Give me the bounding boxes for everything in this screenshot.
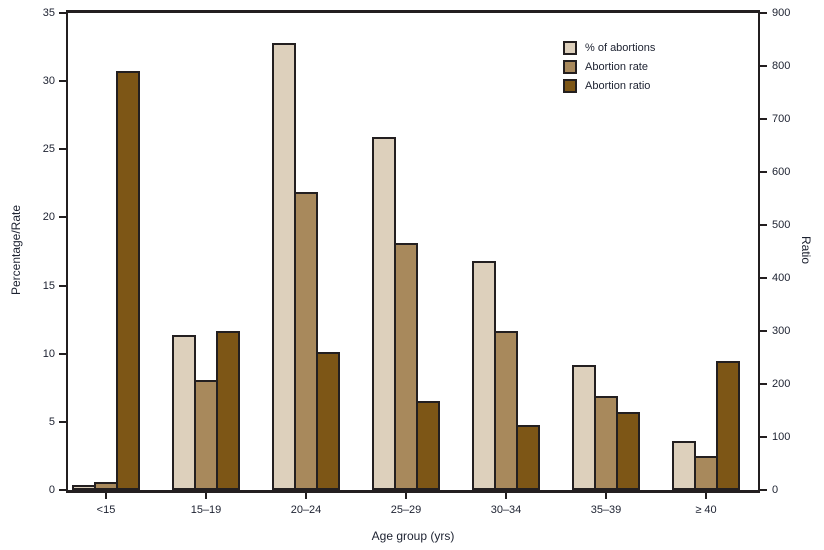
left-axis-tick-label-5: 5	[48, 415, 55, 428]
legend-swatch-abortion-rate	[563, 60, 577, 74]
right-axis-tick-label-200: 200	[772, 378, 791, 390]
right-axis-tick-label-900: 900	[772, 7, 791, 19]
left-axis-tick-5	[59, 420, 66, 423]
bar-of-abortions-20-24	[272, 43, 296, 490]
bar-of-abortions-35-39	[572, 365, 596, 490]
left-axis-tick-label-25: 25	[42, 143, 55, 156]
bar-of-abortions-15-19	[172, 335, 196, 490]
legend: % of abortions Abortion rate Abortion rati…	[563, 41, 655, 98]
left-axis-tick-label-0: 0	[48, 484, 55, 496]
bar-abortion-ratio-15-19	[216, 331, 240, 490]
right-axis-tick-label-700: 700	[772, 113, 791, 125]
right-axis-tick-300	[760, 330, 767, 332]
legend-item-abortion-rate: Abortion rate	[563, 60, 655, 74]
bar-abortion-rate-15	[94, 482, 118, 490]
left-axis-tick-label-30: 30	[42, 75, 55, 88]
bar-abortion-ratio-25-29	[416, 401, 440, 490]
right-axis-title: Ratio	[799, 235, 813, 264]
x-axis-tick-40	[705, 492, 707, 499]
legend-item-of-abortions: % of abortions	[563, 41, 655, 55]
x-axis-tick-25-29	[405, 492, 407, 499]
bar-of-abortions-40	[672, 441, 696, 490]
x-axis-title: Age group (yrs)	[371, 529, 455, 543]
right-axis-tick-0	[760, 489, 767, 491]
right-axis-tick-500	[760, 224, 767, 226]
x-axis-tick-30-34	[505, 492, 507, 499]
bar-abortion-rate-35-39	[594, 396, 618, 490]
left-axis-tick-20	[59, 216, 66, 219]
bar-abortion-ratio-15	[116, 71, 140, 490]
x-axis-tick-label-40: ≥ 40	[695, 504, 717, 516]
left-axis-tick-label-15: 15	[42, 279, 55, 292]
bar-abortion-rate-30-34	[494, 331, 518, 490]
left-axis-tick-10	[59, 352, 66, 355]
legend-label-of-abortions: % of abortions	[585, 41, 656, 54]
bar-of-abortions-15	[72, 485, 96, 490]
right-axis-tick-label-500: 500	[772, 219, 791, 231]
x-axis-tick-label-30-34: 30–34	[490, 504, 522, 516]
right-axis-tick-label-600: 600	[772, 166, 791, 178]
right-axis-tick-label-400: 400	[772, 272, 791, 284]
left-axis-tick-0	[59, 489, 66, 491]
left-axis-tick-30	[59, 80, 66, 83]
right-axis-tick-label-800: 800	[772, 60, 791, 72]
x-axis-tick-15	[105, 492, 107, 499]
x-axis-tick-label-15-19: 15–19	[190, 504, 222, 516]
right-axis-tick-label-300: 300	[772, 325, 791, 337]
bar-abortion-ratio-40	[716, 361, 740, 490]
right-axis-tick-900	[760, 12, 767, 14]
bar-abortion-rate-40	[694, 456, 718, 490]
left-axis-tick-label-20: 20	[42, 211, 55, 224]
right-axis-tick-400	[760, 277, 767, 279]
right-axis-tick-800	[760, 65, 767, 67]
legend-swatch-abortion-ratio	[563, 79, 577, 93]
right-axis-tick-label-0: 0	[772, 484, 779, 496]
x-axis-tick-label-20-24: 20–24	[290, 504, 322, 516]
bar-abortion-ratio-35-39	[616, 412, 640, 490]
right-axis-tick-200	[760, 383, 767, 385]
right-axis-tick-700	[760, 118, 767, 120]
legend-label-abortion-rate: Abortion rate	[585, 60, 648, 73]
left-axis-tick-label-35: 35	[42, 7, 55, 19]
legend-label-abortion-ratio: Abortion ratio	[585, 79, 651, 92]
x-axis-tick-20-24	[305, 492, 307, 499]
right-axis-tick-100	[760, 436, 767, 438]
left-axis-tick-35	[59, 12, 66, 14]
x-axis-tick-label-35-39: 35–39	[590, 504, 622, 516]
x-axis-tick-15-19	[205, 492, 207, 499]
left-axis-tick-25	[59, 148, 66, 151]
left-axis-tick-15	[59, 284, 66, 287]
bar-of-abortions-30-34	[472, 261, 496, 490]
bar-abortion-rate-20-24	[294, 192, 318, 490]
legend-swatch-of-abortions	[563, 41, 577, 55]
x-axis-tick-label-15: <15	[96, 504, 116, 516]
right-axis-tick-label-100: 100	[772, 431, 791, 443]
plot-area: % of abortions Abortion rate Abortion rati…	[66, 10, 760, 493]
bar-of-abortions-25-29	[372, 137, 396, 490]
x-axis-tick-35-39	[605, 492, 607, 499]
legend-item-abortion-ratio: Abortion ratio	[563, 79, 655, 93]
x-axis-tick-label-25-29: 25–29	[390, 504, 422, 516]
left-axis-tick-label-10: 10	[42, 347, 55, 360]
bar-abortion-rate-15-19	[194, 380, 218, 490]
right-axis-tick-600	[760, 171, 767, 173]
bar-abortion-ratio-30-34	[516, 425, 540, 490]
bar-abortion-rate-25-29	[394, 243, 418, 490]
bar-abortion-ratio-20-24	[316, 352, 340, 490]
